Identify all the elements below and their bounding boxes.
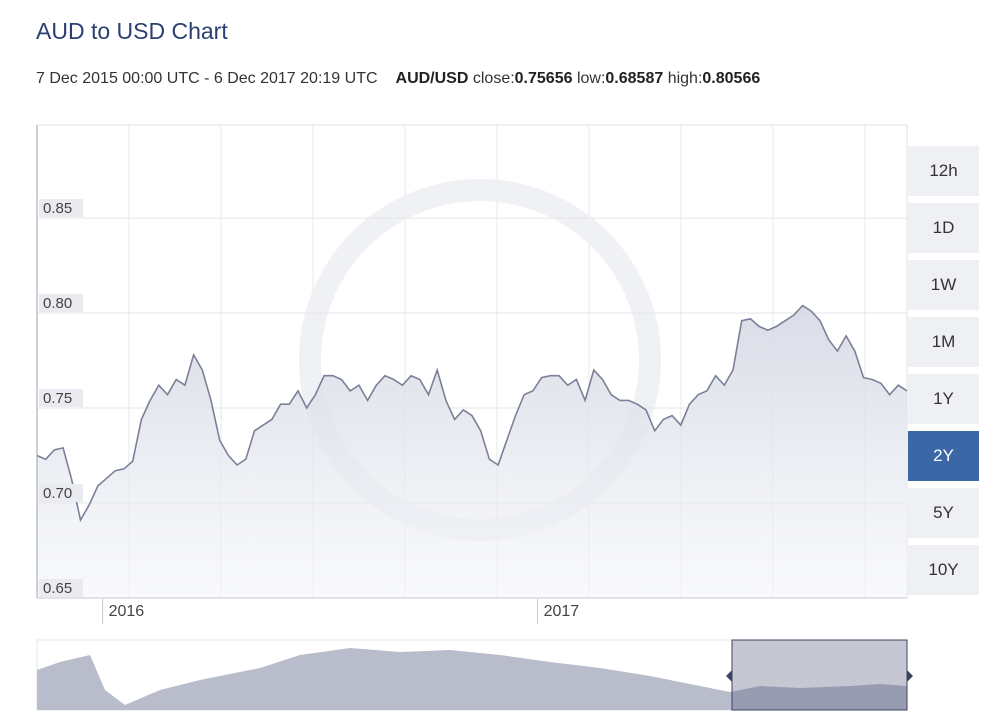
range-info: 7 Dec 2015 00:00 UTC - 6 Dec 2017 20:19 …	[36, 70, 760, 88]
y-tick-bg	[39, 199, 83, 218]
range-button[interactable]: 5Y	[908, 488, 979, 538]
range-button[interactable]: 1Y	[908, 374, 979, 424]
range-button[interactable]: 1D	[908, 203, 979, 253]
plot	[36, 304, 908, 598]
navigator-window[interactable]	[731, 639, 908, 711]
range-button[interactable]: 12h	[908, 146, 979, 196]
stat-value: 0.68587	[605, 70, 664, 87]
y-tick-bg	[39, 484, 83, 503]
y-tick-label: 0.80	[43, 295, 72, 312]
stat-value: 0.80566	[702, 70, 761, 87]
y-tick-label: 0.70	[43, 485, 72, 502]
navigator	[36, 639, 913, 711]
x-tick-label: 2017	[544, 603, 580, 620]
stat-value: 0.75656	[514, 70, 573, 87]
x-tick-label: 2016	[109, 603, 145, 620]
axis-labels: 0.65 0.70 0.75 0.80 0.85 2016 2017	[39, 199, 579, 624]
y-tick-bg	[39, 389, 83, 408]
range-button[interactable]: 2Y	[908, 431, 979, 481]
stat-label: close:	[472, 70, 515, 87]
pair: AUD/USD	[395, 70, 469, 87]
area	[37, 305, 907, 598]
range-button[interactable]: 1M	[908, 317, 979, 367]
y-tick-bg	[39, 294, 83, 313]
y-tick-bg	[39, 579, 83, 597]
range-button[interactable]: 1W	[908, 260, 979, 310]
stat-label: high:	[667, 70, 703, 87]
stat-label: low:	[576, 70, 606, 87]
y-tick-label: 0.85	[43, 200, 72, 217]
page-title: AUD to USD Chart	[36, 18, 228, 44]
range-button[interactable]: 10Y	[908, 545, 979, 595]
y-tick-label: 0.65	[43, 580, 72, 597]
navigator-area	[37, 648, 907, 710]
y-tick-label: 0.75	[43, 390, 72, 407]
line	[36, 304, 908, 523]
date-range: 7 Dec 2015 00:00 UTC - 6 Dec 2017 20:19 …	[36, 70, 378, 87]
